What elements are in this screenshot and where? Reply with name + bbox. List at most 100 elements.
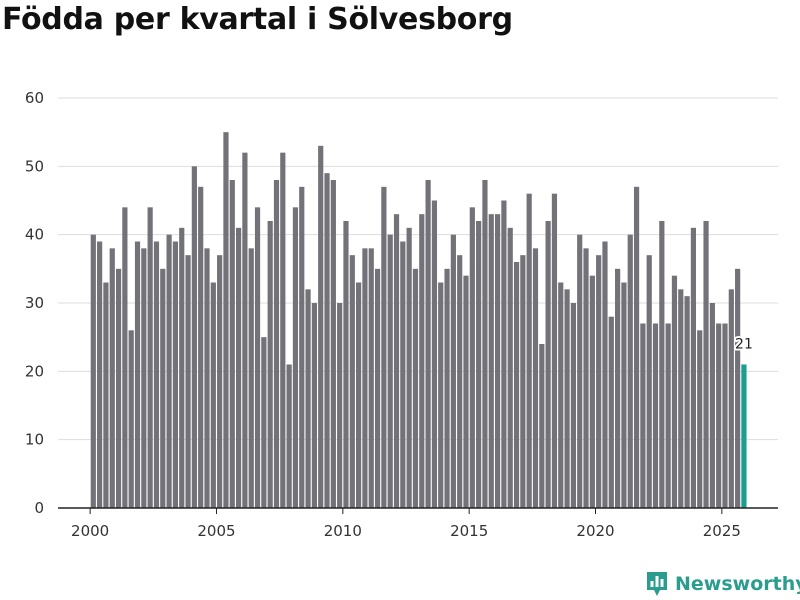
bar [659, 221, 665, 508]
bar [577, 234, 583, 509]
bar [122, 207, 128, 508]
bar [109, 248, 115, 508]
bar [387, 234, 393, 509]
bar [671, 275, 678, 508]
bar [450, 234, 456, 509]
bar [646, 255, 652, 508]
y-tick-label: 50 [25, 157, 44, 175]
newsworthy-logo[interactable]: Newsworthy [645, 568, 800, 600]
bar [728, 289, 734, 508]
bar [520, 255, 526, 508]
bar [494, 214, 501, 509]
bar [229, 180, 235, 508]
x-tick-label: 2020 [576, 522, 614, 540]
bar [425, 180, 431, 508]
bar [217, 255, 223, 508]
bar [318, 145, 324, 508]
bar [204, 248, 210, 508]
bar [501, 200, 507, 508]
y-tick-label: 20 [25, 362, 44, 380]
bar [431, 200, 438, 508]
bar [185, 255, 191, 508]
bar [97, 241, 103, 508]
bar [412, 268, 419, 508]
bar [545, 221, 551, 508]
bar [261, 337, 267, 508]
labels: 0 10 20 30 40 50 60 2000 2005 2010 2015 2020 2025 21 [25, 89, 755, 540]
bar [697, 330, 703, 508]
bar [709, 303, 715, 508]
bar [400, 241, 406, 508]
bar [299, 186, 305, 508]
bar [716, 323, 722, 508]
bar [684, 296, 690, 508]
bar [488, 214, 494, 509]
bar [141, 248, 147, 508]
bar [652, 323, 659, 508]
bar [134, 241, 141, 508]
bar [678, 289, 684, 508]
bar [463, 275, 469, 508]
bar [419, 214, 425, 509]
bar [330, 180, 336, 508]
bar [280, 152, 286, 509]
bar [596, 255, 602, 508]
bar [324, 173, 330, 509]
bar [160, 268, 166, 508]
bar [665, 323, 671, 508]
y-tick-label: 30 [25, 294, 44, 312]
x-tick-label: 2010 [324, 522, 362, 540]
bar [735, 268, 741, 508]
bar [539, 344, 545, 508]
bar [286, 364, 292, 508]
y-tick-label: 40 [25, 226, 44, 244]
bar [311, 303, 317, 508]
bar [292, 207, 299, 508]
bar [589, 275, 595, 508]
bar [690, 227, 697, 508]
bar [343, 221, 349, 508]
bar [633, 186, 640, 508]
bar [513, 262, 520, 508]
bar [507, 227, 513, 508]
x-tick-label: 2005 [197, 522, 235, 540]
chart-title: Födda per kvartal i Sölvesborg [2, 2, 513, 37]
bar [608, 316, 614, 508]
bar [621, 282, 627, 508]
bar [349, 255, 355, 508]
bar [179, 227, 185, 508]
bar [526, 193, 532, 509]
bar [210, 282, 216, 508]
bar [602, 241, 608, 508]
bar [438, 282, 444, 508]
bar [235, 227, 242, 508]
bar [564, 289, 570, 508]
y-tick-label: 0 [34, 499, 44, 517]
bar [558, 282, 564, 508]
bar [570, 303, 576, 508]
x-tick-label: 2015 [450, 522, 488, 540]
bar [242, 152, 248, 509]
bar [583, 248, 589, 508]
bar [128, 330, 134, 508]
bar [703, 221, 709, 508]
bar-chart-icon [647, 572, 667, 596]
bar [166, 234, 172, 509]
y-tick-label: 10 [25, 431, 44, 449]
bar [722, 323, 728, 508]
bar [476, 221, 482, 508]
bar [356, 282, 362, 508]
bar [172, 241, 179, 508]
bar [532, 248, 539, 508]
bar [551, 193, 558, 509]
bar [393, 214, 400, 509]
bar [115, 268, 122, 508]
bar [223, 132, 229, 509]
bar [368, 248, 374, 508]
bar [615, 268, 621, 508]
bar [191, 166, 197, 508]
bar [362, 248, 368, 508]
bar [147, 207, 153, 508]
bar [90, 234, 96, 509]
bar [381, 186, 387, 508]
